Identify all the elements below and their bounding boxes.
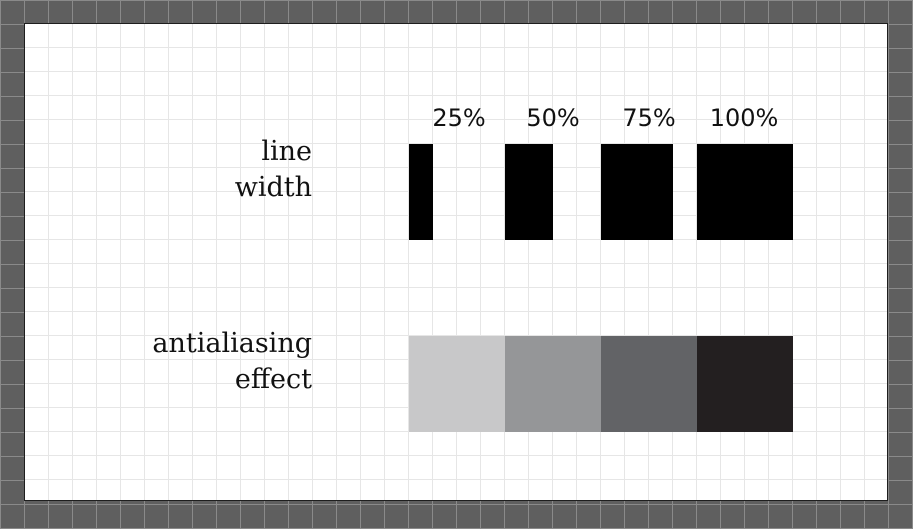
antialias-swatch-75 <box>601 336 697 432</box>
line-width-bar-25 <box>409 144 433 240</box>
row-label-antialiasing: antialiasing effect <box>152 326 312 398</box>
diagram-canvas: 25% 50% 75% 100% line width antialiasing… <box>24 23 888 501</box>
row-label-line-width: line width <box>235 134 312 206</box>
row-label-line-width-line1: line <box>261 136 312 167</box>
percent-label-25: 25% <box>432 104 486 132</box>
row-label-line-width-line2: width <box>234 172 312 203</box>
percent-label-50: 50% <box>526 104 580 132</box>
line-width-bar-50 <box>505 144 553 240</box>
line-width-bar-75 <box>601 144 673 240</box>
antialias-swatch-100 <box>697 336 793 432</box>
line-width-bar-100 <box>697 144 793 240</box>
antialias-swatch-25 <box>409 336 505 432</box>
row-label-antialiasing-line1: antialiasing <box>152 328 312 359</box>
row-label-antialiasing-line2: effect <box>234 364 312 395</box>
antialias-swatch-50 <box>505 336 601 432</box>
percent-label-75: 75% <box>622 104 676 132</box>
percent-label-100: 100% <box>709 104 779 132</box>
